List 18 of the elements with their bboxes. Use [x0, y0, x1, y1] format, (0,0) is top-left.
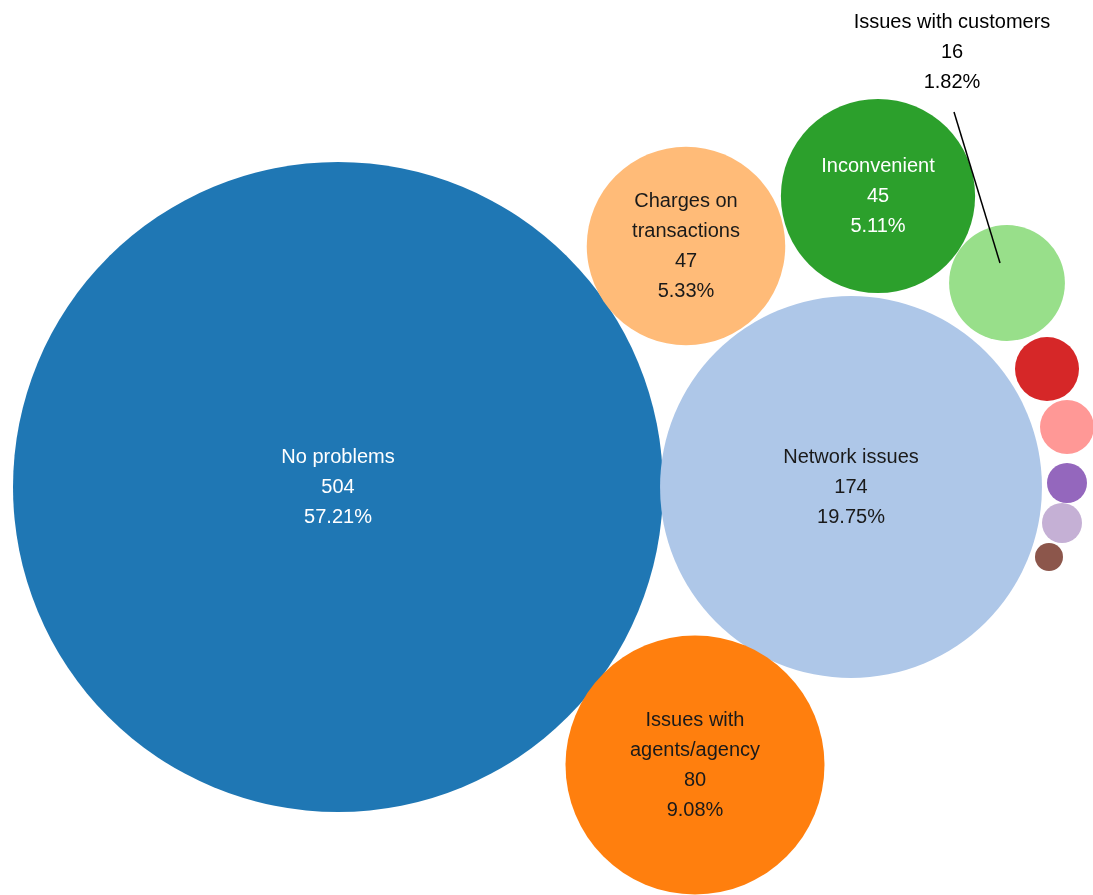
data-label: 174 — [834, 474, 868, 497]
text: 5.11% — [850, 213, 906, 236]
text: 1.82% — [923, 69, 981, 92]
data-label: 80 — [683, 767, 707, 790]
category-label: Network issues — [783, 444, 919, 467]
text: 5.33% — [657, 278, 715, 301]
category-label: No problems — [281, 444, 395, 467]
data-label: 504 — [321, 474, 355, 497]
data-label: 45 — [866, 183, 890, 206]
category-label: Issues with customers — [853, 9, 1051, 32]
text: 19.75% — [817, 504, 885, 527]
text: 57.21% — [304, 504, 372, 527]
category-label: Inconvenient — [821, 153, 936, 176]
data-label: 47 — [674, 248, 698, 271]
category-label: Issues with agents/agency — [629, 707, 761, 760]
category-label: Charges on transactions — [632, 188, 740, 241]
data-label: 16 — [940, 39, 964, 62]
text: 9.08% — [666, 797, 724, 820]
